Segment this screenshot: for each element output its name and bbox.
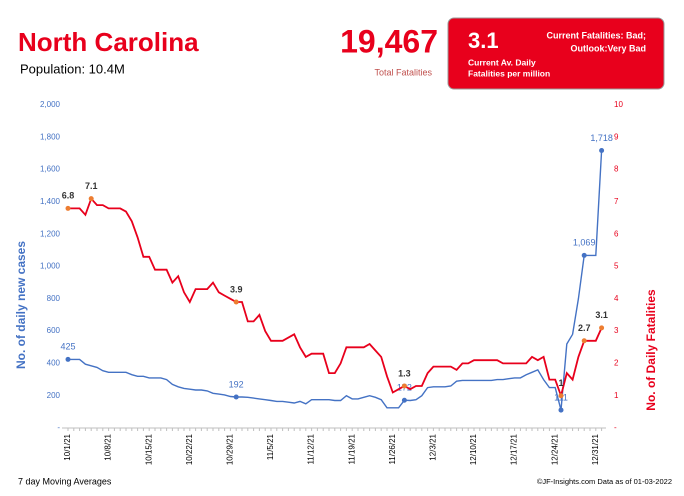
total-label: Total Fatalities — [374, 67, 432, 77]
y2-axis-label: No. of Daily Fatalities — [644, 289, 658, 411]
rate-label: Fatalities per million — [468, 68, 550, 78]
data-label: 2.7 — [578, 323, 591, 333]
x-tick-label: 10/29/21 — [226, 433, 235, 465]
y2-tick-label: 2 — [614, 359, 619, 368]
data-label: 192 — [229, 379, 244, 389]
series-line — [68, 196, 603, 399]
x-tick-label: 12/24/21 — [550, 433, 559, 465]
status: Current Fatalities: Bad; — [546, 30, 646, 40]
y-tick-label: 600 — [47, 326, 61, 335]
y2-tick-label: 5 — [614, 262, 619, 271]
y2-tick-label: 9 — [614, 132, 619, 141]
y2-tick-label: 1 — [614, 391, 619, 400]
y2-tick-label: 8 — [614, 165, 619, 174]
y2-tick-label: 7 — [614, 197, 619, 206]
y-tick-label: 1,200 — [40, 229, 61, 238]
y2-tick-label: 6 — [614, 229, 619, 238]
data-label: 1.3 — [398, 368, 411, 378]
data-label: 3.9 — [230, 284, 243, 294]
rate-label: Current Av. Daily — [468, 57, 536, 67]
total-fatalities: 19,467 — [340, 23, 438, 59]
y2-tick-label: 3 — [614, 326, 619, 335]
y-tick-label: 1,000 — [40, 262, 61, 271]
y2-tick-label: 4 — [614, 294, 619, 303]
y-axis-label: No. of daily new cases — [14, 241, 28, 369]
footer-note: 7 day Moving Averages — [18, 476, 112, 486]
data-label: 6.8 — [62, 191, 75, 201]
data-point — [581, 252, 587, 258]
x-tick-label: 11/12/21 — [307, 433, 316, 464]
data-point — [401, 397, 407, 403]
data-point — [65, 205, 71, 211]
chart-title: North Carolina — [18, 27, 199, 57]
y-tick-label: 1,800 — [40, 132, 61, 141]
data-point — [581, 338, 587, 344]
y-tick-label: - — [57, 423, 60, 432]
y-tick-label: 1,400 — [40, 197, 61, 206]
data-label: 1 — [558, 378, 563, 388]
x-tick-label: 10/15/21 — [144, 433, 153, 465]
data-point — [599, 325, 605, 331]
x-tick-label: 11/5/21 — [266, 433, 275, 460]
x-tick-label: 10/8/21 — [104, 433, 113, 460]
status-box — [447, 17, 665, 90]
data-point — [233, 394, 239, 400]
data-point — [88, 196, 94, 202]
data-point — [233, 299, 239, 305]
x-tick-label: 12/3/21 — [429, 433, 438, 460]
data-point — [558, 407, 564, 413]
series-line — [68, 150, 603, 411]
x-tick-label: 10/1/21 — [63, 433, 72, 460]
data-label: 425 — [60, 342, 75, 352]
data-label: 1,069 — [573, 238, 596, 248]
data-label: 7.1 — [85, 181, 98, 191]
x-tick-label: 12/31/21 — [591, 433, 600, 465]
y2-tick-label: - — [614, 423, 617, 432]
data-point — [401, 383, 407, 389]
data-point — [599, 148, 605, 154]
data-label: 3.1 — [595, 310, 608, 320]
y-tick-label: 200 — [47, 391, 61, 400]
y-tick-label: 1,600 — [40, 165, 61, 174]
status: Outlook:Very Bad — [570, 43, 646, 53]
population: Population: 10.4M — [20, 61, 125, 76]
y-tick-label: 2,000 — [40, 100, 61, 109]
data-point — [558, 393, 564, 399]
y2-tick-label: 10 — [614, 100, 623, 109]
footer-source: ©JF-Insights.com Data as of 01-03-2022 — [537, 477, 672, 486]
x-tick-label: 12/17/21 — [510, 433, 519, 465]
data-label: 1,718 — [590, 133, 613, 143]
y-tick-label: 800 — [47, 294, 61, 303]
x-tick-label: 11/26/21 — [388, 433, 397, 464]
x-tick-label: 11/19/21 — [347, 433, 356, 464]
x-tick-label: 12/10/21 — [469, 433, 478, 465]
data-point — [65, 356, 71, 362]
rate: 3.1 — [468, 28, 499, 53]
x-tick-label: 10/22/21 — [185, 433, 194, 465]
y-tick-label: 400 — [47, 359, 61, 368]
